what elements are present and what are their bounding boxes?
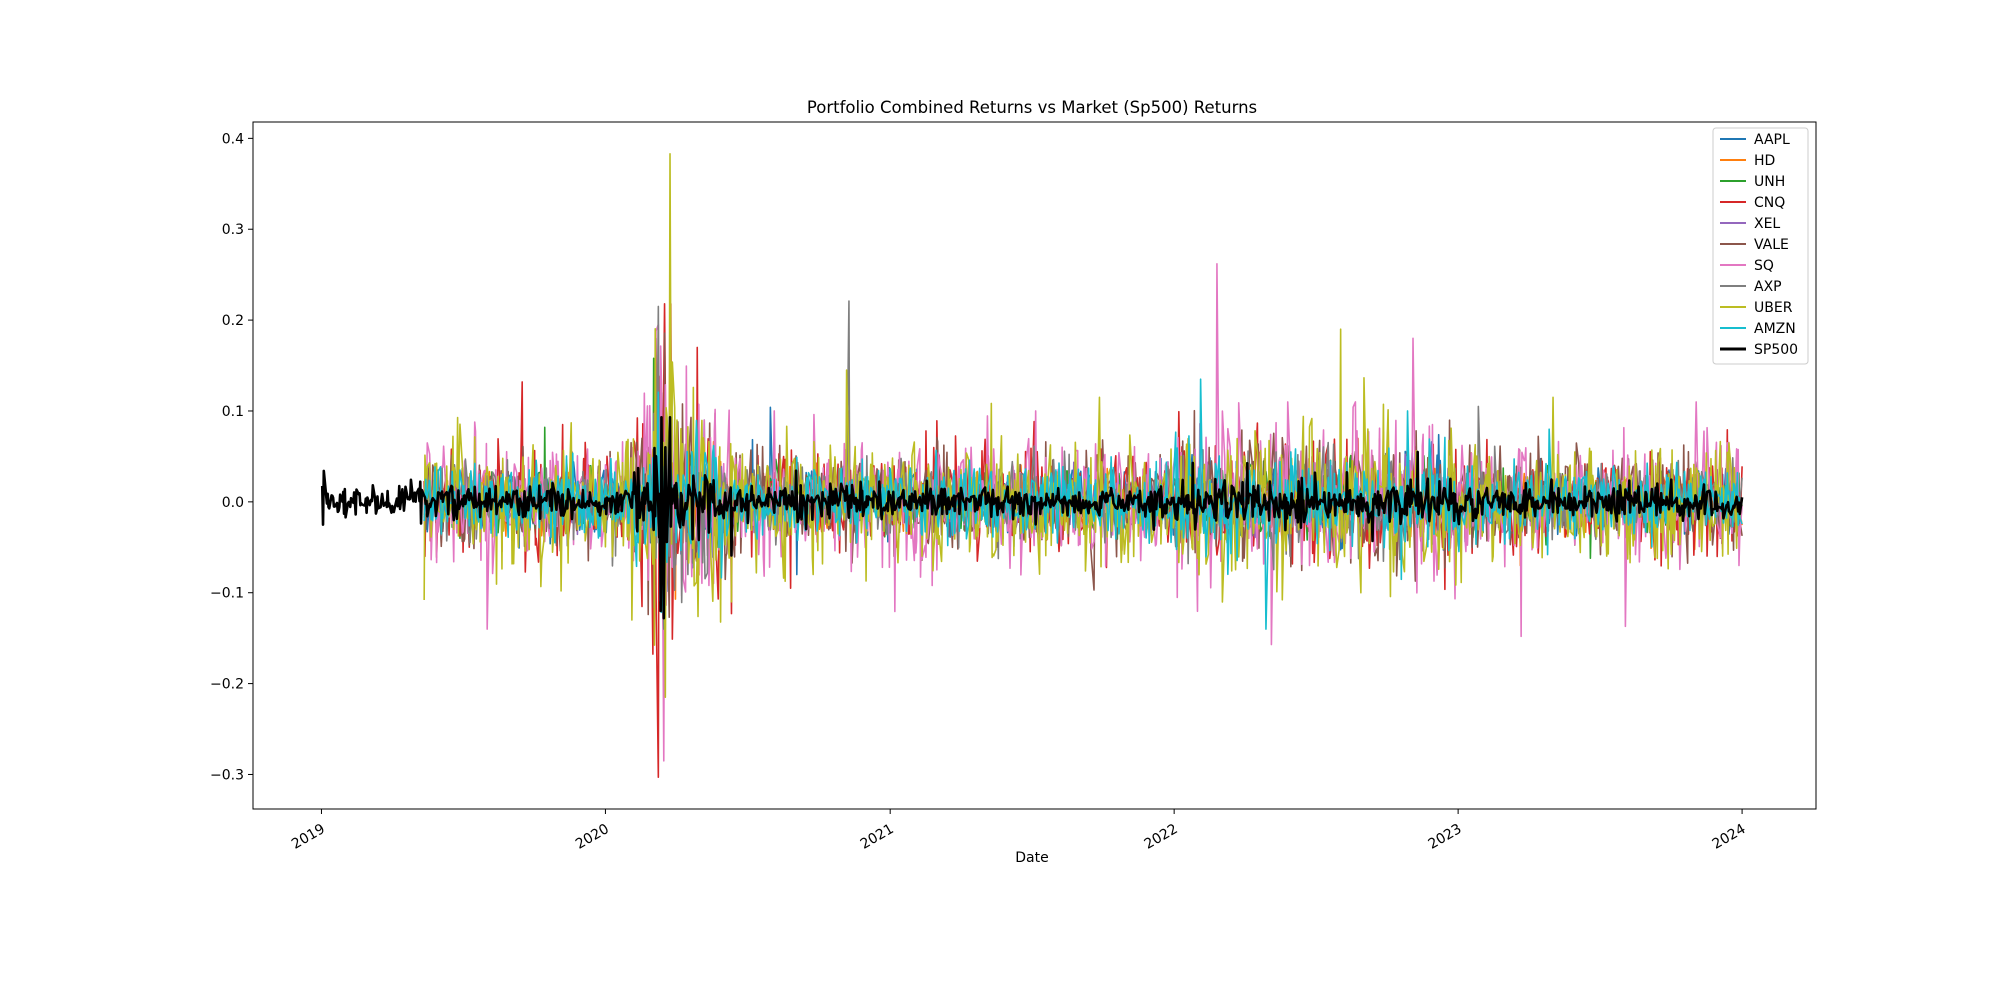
y-tick-label: 0.3: [222, 222, 244, 238]
y-tick-label: 0.0: [222, 495, 244, 511]
y-tick-label: −0.1: [210, 586, 244, 602]
series-lines: [320, 153, 1744, 778]
legend-label-axp: AXP: [1754, 279, 1782, 295]
x-axis-label: Date: [1015, 850, 1048, 866]
y-tick-label: 0.4: [222, 131, 244, 147]
legend-label-amzn: AMZN: [1754, 321, 1796, 337]
legend-label-hd: HD: [1754, 153, 1775, 169]
y-tick-label: 0.1: [222, 404, 244, 420]
legend-label-sp500: SP500: [1754, 342, 1798, 358]
y-tick-label: 0.2: [222, 313, 244, 329]
legend-label-cnq: CNQ: [1754, 195, 1785, 211]
legend-label-aapl: AAPL: [1754, 132, 1790, 148]
chart-title: Portfolio Combined Returns vs Market (Sp…: [807, 98, 1257, 117]
legend-label-unh: UNH: [1754, 174, 1785, 190]
legend-label-vale: VALE: [1754, 237, 1789, 253]
plot-frame: [252, 121, 1817, 810]
legend: AAPL HD UNH CNQ XEL VALE SQ AXP UBER AMZN SP500: [1712, 127, 1809, 365]
y-tick-label: −0.3: [210, 767, 244, 783]
y-axis: 0.4 0.3 0.2 0.1 0.0 −0.1 −0.2 −0.3: [210, 131, 253, 783]
legend-label-sq: SQ: [1754, 258, 1774, 274]
legend-box: [1712, 127, 1809, 365]
legend-label-xel: XEL: [1754, 216, 1780, 232]
y-tick-label: −0.2: [210, 677, 244, 693]
legend-label-uber: UBER: [1754, 300, 1793, 316]
series-line-sp500: [320, 416, 1744, 620]
